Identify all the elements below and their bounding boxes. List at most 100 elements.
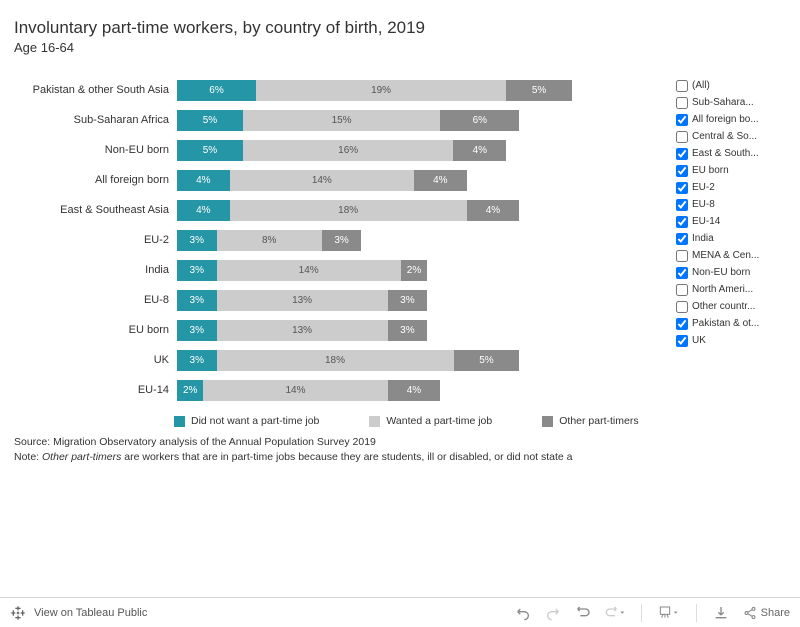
bar-segment[interactable]: 18% [230, 200, 467, 221]
bar-value-label: 16% [338, 145, 358, 156]
bar-segment[interactable]: 5% [506, 80, 572, 101]
bar-value-label: 3% [334, 235, 348, 246]
bar-segment[interactable]: 3% [177, 230, 217, 251]
bar-track: 3%13%3% [177, 290, 572, 311]
view-on-tableau-button[interactable]: View on Tableau Public [10, 605, 147, 621]
filter-item[interactable]: EU-8 [676, 196, 786, 213]
bar-segment[interactable]: 3% [177, 350, 217, 371]
bar-segment[interactable]: 4% [177, 200, 230, 221]
filter-label: Other countr... [692, 301, 755, 312]
bar-segment[interactable]: 6% [177, 80, 256, 101]
bar-segment[interactable]: 18% [217, 350, 454, 371]
filter-item[interactable]: EU-2 [676, 179, 786, 196]
bar-segment[interactable]: 4% [453, 140, 506, 161]
filter-checkbox[interactable] [676, 114, 688, 126]
bar-segment[interactable]: 5% [177, 110, 243, 131]
filter-checkbox[interactable] [676, 318, 688, 330]
filter-label: Sub-Sahara... [692, 97, 754, 108]
bar-segment[interactable]: 15% [243, 110, 441, 131]
chart-row: Pakistan & other South Asia6%19%5% [14, 75, 666, 105]
filter-checkbox[interactable] [676, 250, 688, 262]
chart-row: EU-142%14%4% [14, 375, 666, 405]
filter-checkbox[interactable] [676, 216, 688, 228]
reset-button[interactable] [575, 605, 591, 621]
download-button[interactable] [713, 605, 729, 621]
category-label: EU-2 [14, 234, 177, 246]
filter-item[interactable]: EU born [676, 162, 786, 179]
bar-segment[interactable]: 13% [217, 290, 388, 311]
bar-segment[interactable]: 3% [177, 290, 217, 311]
bar-segment[interactable]: 5% [177, 140, 243, 161]
bar-segment[interactable]: 8% [217, 230, 322, 251]
legend-item[interactable]: Other part-timers [542, 415, 638, 427]
bar-segment[interactable]: 4% [467, 200, 520, 221]
chart-row: UK3%18%5% [14, 345, 666, 375]
legend-item[interactable]: Wanted a part-time job [369, 415, 492, 427]
bar-segment[interactable]: 14% [217, 260, 401, 281]
tableau-logo-icon [10, 605, 26, 621]
filter-item[interactable]: MENA & Cen... [676, 247, 786, 264]
filter-item[interactable]: India [676, 230, 786, 247]
bar-segment[interactable]: 5% [454, 350, 520, 371]
filter-label: EU-2 [692, 182, 715, 193]
filter-item[interactable]: Pakistan & ot... [676, 315, 786, 332]
bar-segment[interactable]: 4% [177, 170, 230, 191]
filter-label: Pakistan & ot... [692, 318, 759, 329]
filter-item[interactable]: East & South... [676, 145, 786, 162]
bar-track: 4%14%4% [177, 170, 572, 191]
filter-checkbox[interactable] [676, 267, 688, 279]
category-label: Sub-Saharan Africa [14, 114, 177, 126]
filter-checkbox[interactable] [676, 335, 688, 347]
share-label: Share [761, 607, 790, 619]
filter-checkbox[interactable] [676, 165, 688, 177]
filter-checkbox[interactable] [676, 199, 688, 211]
bar-segment[interactable]: 14% [203, 380, 387, 401]
forward-dropdown-button[interactable] [605, 605, 625, 621]
bar-value-label: 2% [183, 385, 197, 396]
bar-segment[interactable]: 3% [177, 320, 217, 341]
bar-track: 3%14%2% [177, 260, 572, 281]
category-label: UK [14, 354, 177, 366]
filter-checkbox[interactable] [676, 97, 688, 109]
filter-checkbox[interactable] [676, 148, 688, 160]
bar-segment[interactable]: 6% [440, 110, 519, 131]
filter-checkbox[interactable] [676, 182, 688, 194]
filter-item[interactable]: Sub-Sahara... [676, 94, 786, 111]
filter-item[interactable]: Other countr... [676, 298, 786, 315]
filter-checkbox[interactable] [676, 80, 688, 92]
bar-segment[interactable]: 3% [388, 290, 428, 311]
legend-item[interactable]: Did not want a part-time job [174, 415, 319, 427]
bar-value-label: 3% [190, 295, 204, 306]
bar-segment[interactable]: 14% [230, 170, 414, 191]
bar-segment[interactable]: 3% [322, 230, 362, 251]
share-button[interactable]: Share [743, 606, 790, 620]
bar-segment[interactable]: 16% [243, 140, 454, 161]
filter-checkbox[interactable] [676, 284, 688, 296]
bar-segment[interactable]: 4% [414, 170, 467, 191]
bar-segment[interactable]: 2% [401, 260, 427, 281]
filter-checkbox[interactable] [676, 233, 688, 245]
presentation-dropdown-button[interactable] [658, 605, 680, 621]
bar-segment[interactable]: 3% [388, 320, 428, 341]
bar-track: 3%13%3% [177, 320, 572, 341]
filter-item[interactable]: EU-14 [676, 213, 786, 230]
filter-checkbox[interactable] [676, 131, 688, 143]
bar-segment[interactable]: 19% [256, 80, 506, 101]
filter-item[interactable]: North Ameri... [676, 281, 786, 298]
bar-segment[interactable]: 2% [177, 380, 203, 401]
bar-segment[interactable]: 13% [217, 320, 388, 341]
undo-icon [515, 605, 531, 621]
filter-item[interactable]: (All) [676, 77, 786, 94]
undo-button[interactable] [515, 605, 531, 621]
bar-segment[interactable]: 4% [388, 380, 441, 401]
filter-item[interactable]: Central & So... [676, 128, 786, 145]
category-label: East & Southeast Asia [14, 204, 177, 216]
filter-checkbox[interactable] [676, 301, 688, 313]
bar-segment[interactable]: 3% [177, 260, 217, 281]
filter-item[interactable]: Non-EU born [676, 264, 786, 281]
category-label: All foreign born [14, 174, 177, 186]
legend-swatch [542, 416, 553, 427]
filter-item[interactable]: All foreign bo... [676, 111, 786, 128]
redo-button[interactable] [545, 605, 561, 621]
filter-item[interactable]: UK [676, 332, 786, 349]
